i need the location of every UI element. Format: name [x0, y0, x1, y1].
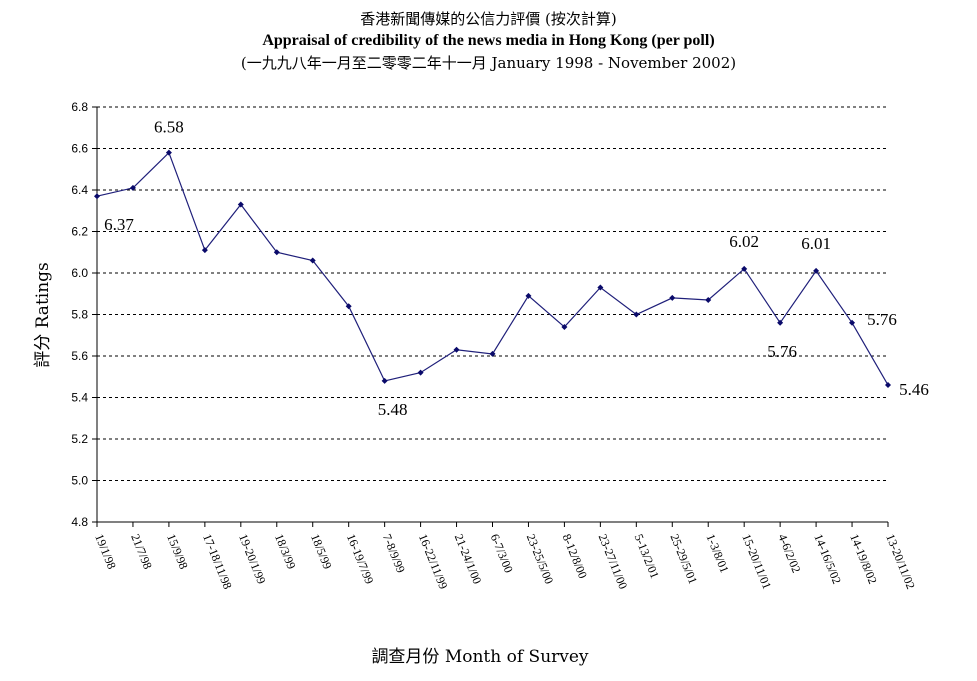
- data-point: [129, 184, 136, 191]
- x-tick-label: 25-29/5/01: [667, 532, 700, 586]
- data-point: [741, 265, 748, 272]
- y-tick-label: 5.8: [71, 308, 88, 322]
- x-tick-label: 16-19/7/99: [344, 532, 377, 586]
- data-point: [849, 319, 856, 326]
- x-tick-label: 15/9/98: [164, 532, 191, 571]
- data-point: [561, 323, 568, 330]
- data-label: 5.76: [767, 342, 797, 361]
- x-tick-label: 18/5/99: [308, 532, 335, 571]
- x-tick-label: 18/3/99: [272, 532, 299, 571]
- data-label: 6.02: [729, 232, 759, 251]
- x-tick-label: 14-16/5/02: [811, 532, 844, 586]
- y-tick-label: 5.6: [71, 349, 88, 363]
- x-tick-label: 23-25/5/00: [524, 532, 557, 586]
- data-label: 5.46: [899, 380, 929, 399]
- chart-title: 香港新聞傳媒的公信力評價 (按次計算): [360, 10, 617, 28]
- data-point: [381, 377, 388, 384]
- x-tick-label: 16-22/11/99: [416, 532, 451, 591]
- x-axis-label: 調查月份 Month of Survey: [371, 647, 588, 667]
- chart-subtitle-period: (一九九八年一月至二零零二年十一月 January 1998 - Novembe…: [240, 54, 737, 72]
- data-point: [633, 311, 640, 318]
- data-point: [345, 303, 352, 310]
- x-tick-label: 17-18/11/98: [200, 532, 235, 591]
- data-point: [273, 249, 280, 256]
- y-axis-label: 評分 Ratings: [33, 262, 53, 368]
- data-label: 6.37: [104, 215, 134, 234]
- data-point: [237, 201, 244, 208]
- chart-title-block: 香港新聞傳媒的公信力評價 (按次計算) Appraisal of credibi…: [0, 8, 977, 74]
- x-tick-label: 21-24/1/00: [452, 532, 485, 586]
- data-point: [489, 350, 496, 357]
- data-label: 6.01: [801, 234, 831, 253]
- axes: [92, 106, 889, 527]
- data-point: [597, 284, 604, 291]
- x-tick-label: 15-20/11/01: [739, 532, 774, 591]
- y-tick-label: 6.6: [71, 142, 88, 156]
- y-tick-label: 5.2: [71, 432, 88, 446]
- x-tick-label: 8-12/8/00: [560, 532, 590, 581]
- data-point: [669, 294, 676, 301]
- data-point: [813, 267, 820, 274]
- y-tick-label: 6.2: [71, 225, 88, 239]
- data-point: [453, 346, 460, 353]
- y-tick-label: 6.0: [71, 266, 88, 280]
- data-label: 5.48: [378, 400, 408, 419]
- data-labels: 6.37 6.58 5.48 6.02 5.76 6.01 5.76 5.46: [104, 118, 929, 419]
- y-tick-label: 5.0: [71, 474, 88, 488]
- series-line-group: [94, 149, 891, 389]
- data-point: [417, 369, 424, 376]
- x-tick-label: 5-13/2/01: [632, 532, 662, 581]
- y-tick-label: 4.8: [71, 515, 88, 529]
- y-tick-label: 5.4: [71, 391, 88, 405]
- data-point: [525, 292, 532, 299]
- data-point: [777, 319, 784, 326]
- y-tick-label: 6.4: [71, 183, 88, 197]
- x-tick-label: 4-6/2/02: [775, 532, 803, 575]
- x-tick-label: 1-3/8/01: [703, 532, 731, 575]
- data-point: [94, 193, 100, 200]
- y-tick-labels: 4.8 5.0 5.2 5.4 5.6 5.8 6.0 6.2 6.4 6.6 6.8: [71, 100, 88, 529]
- data-label: 5.76: [867, 310, 897, 329]
- chart-subtitle: Appraisal of credibility of the news med…: [262, 32, 715, 49]
- x-tick-labels: 19/1/98 21/7/98 15/9/98 17-18/11/98 19-20/1/…: [92, 532, 918, 591]
- x-tick-label: 13-20/11/02: [883, 532, 918, 591]
- data-point: [309, 257, 316, 264]
- x-tick-label: 19-20/1/99: [236, 532, 269, 586]
- x-tick-label: 21/7/98: [128, 532, 155, 571]
- data-point: [201, 247, 208, 254]
- x-tick-label: 7-8/9/99: [380, 532, 408, 575]
- x-tick-label: 14-19/8/02: [847, 532, 880, 586]
- data-point: [165, 149, 172, 156]
- data-point: [705, 296, 712, 303]
- y-tick-label: 6.8: [71, 100, 88, 114]
- x-tick-label: 19/1/98: [92, 532, 119, 571]
- gridlines: [97, 106, 888, 481]
- x-tick-label: 6-7/3/00: [488, 532, 516, 575]
- x-tick-label: 23-27/11/00: [596, 532, 631, 591]
- data-label: 6.58: [154, 118, 184, 137]
- data-point: [885, 382, 891, 389]
